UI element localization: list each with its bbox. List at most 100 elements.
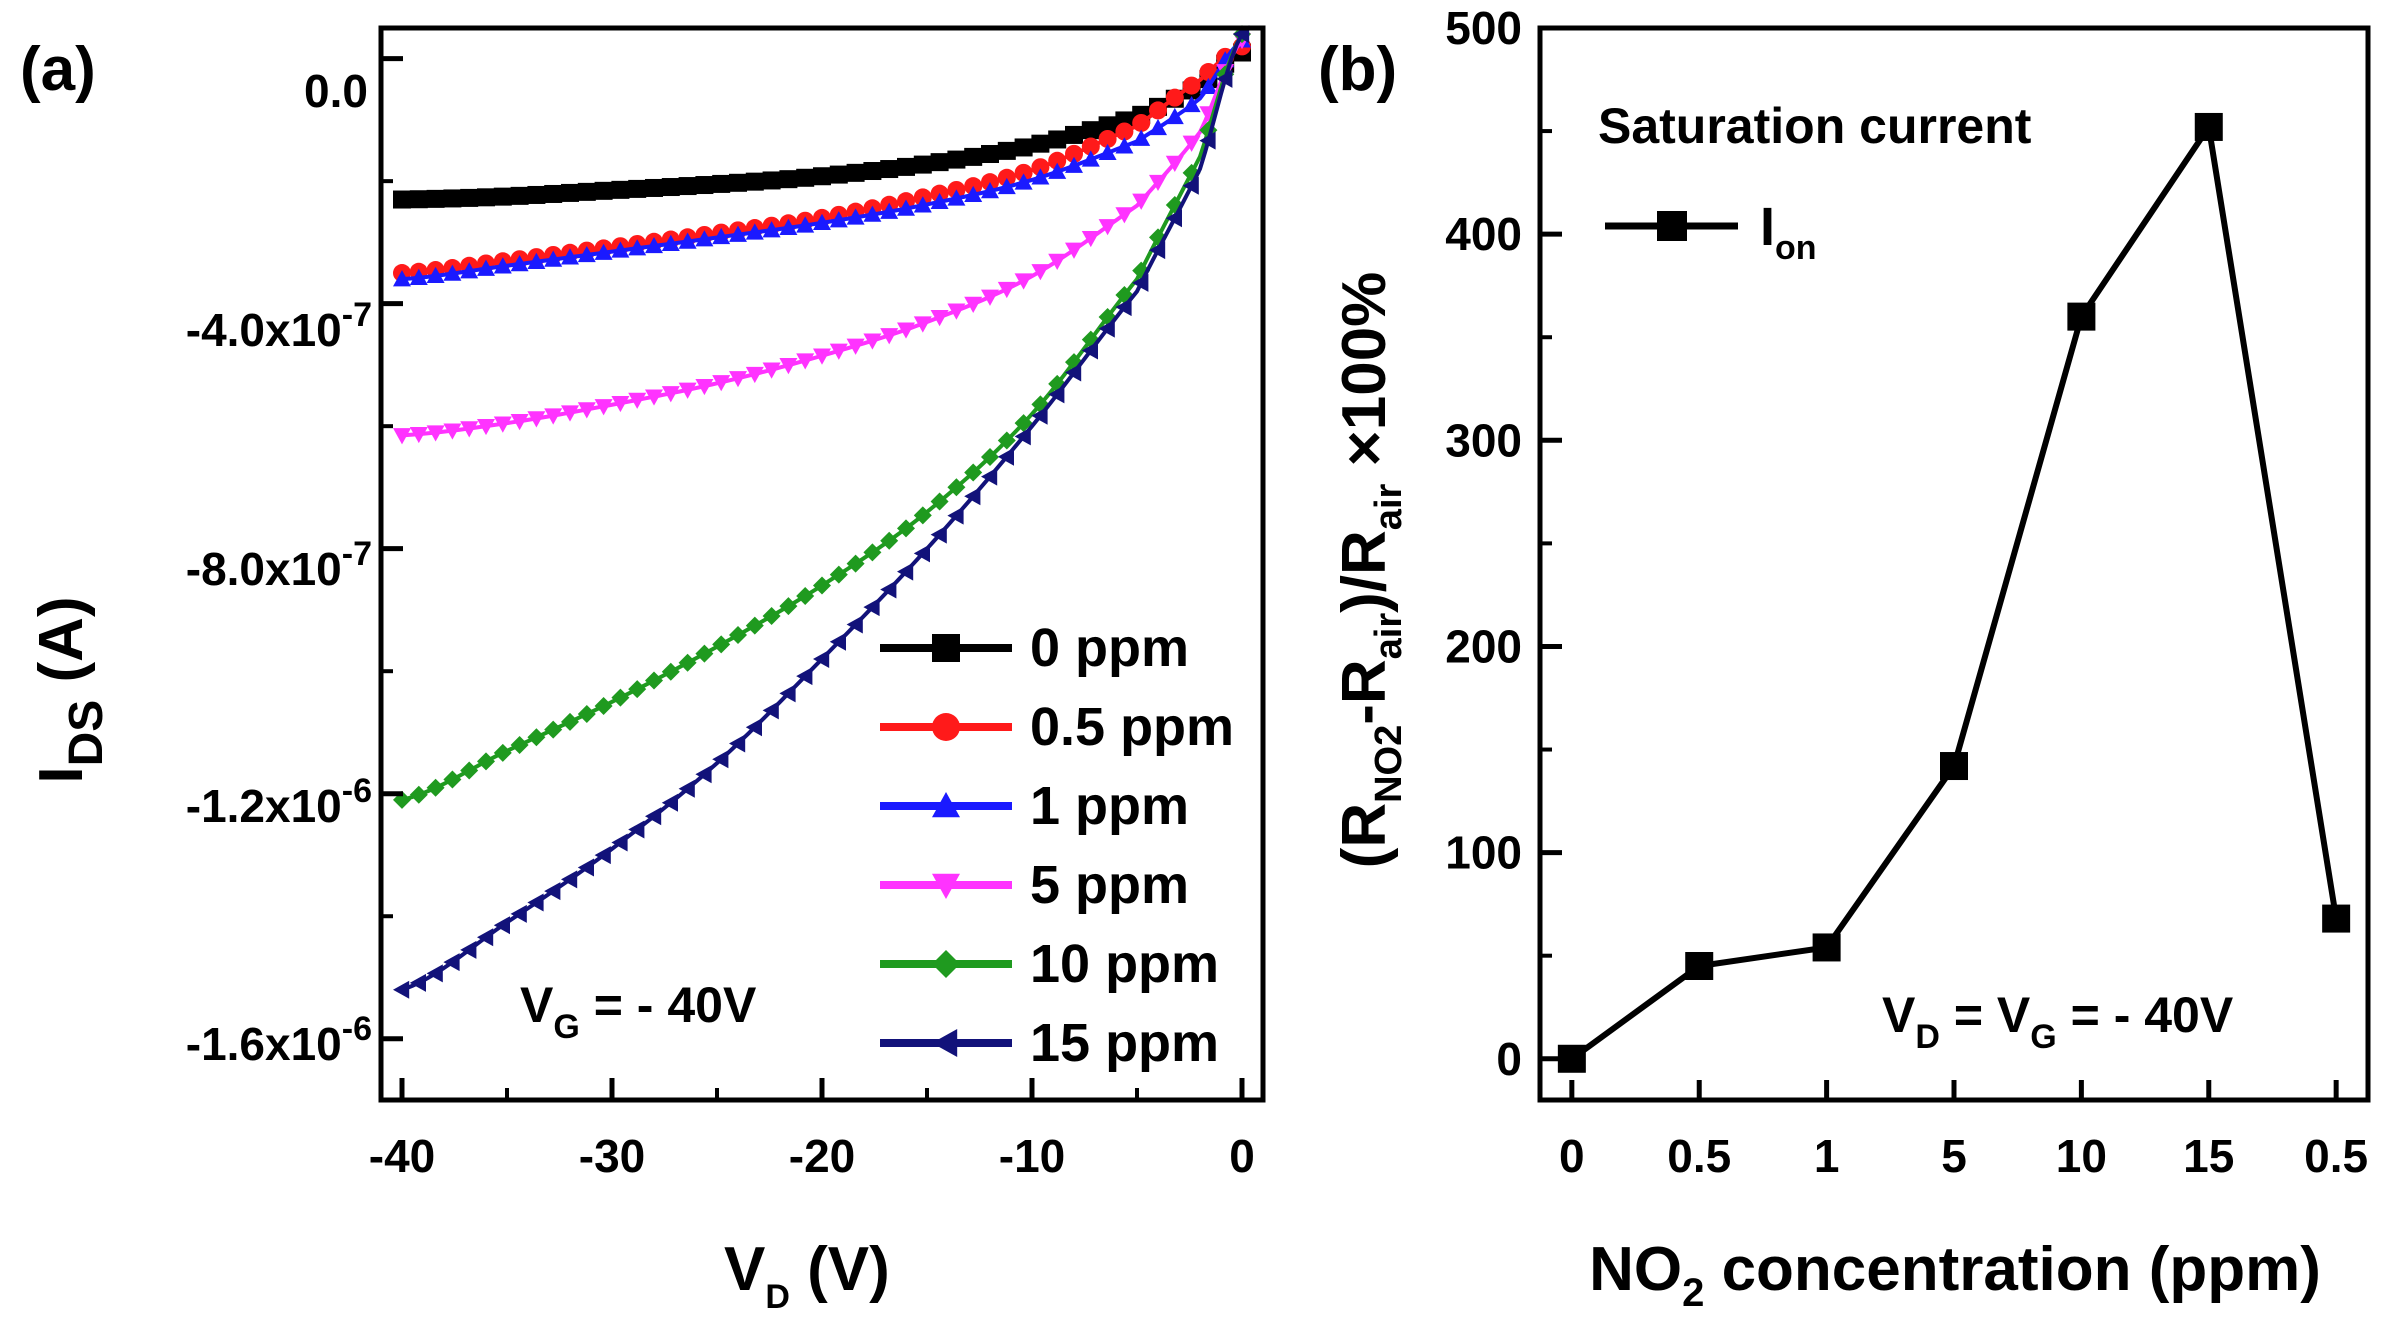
data-point xyxy=(712,635,731,654)
x-tick-label: 5 xyxy=(1941,1130,1967,1182)
data-point xyxy=(561,248,579,265)
data-point xyxy=(1081,230,1100,248)
panel-a-y-tick-label: -8.0x10-7 xyxy=(186,535,372,595)
data-point xyxy=(863,543,882,562)
data-point xyxy=(762,362,781,379)
data-point xyxy=(997,168,1016,187)
panel-b-ticks xyxy=(1540,25,2339,1100)
panel-b-title: Saturation current xyxy=(1598,98,2032,154)
panel-b-plot-frame xyxy=(1537,25,2371,1103)
panel-b-y-tick-labels: 0 100 200 300 400 500 xyxy=(1445,2,1522,1085)
data-point xyxy=(1065,144,1083,163)
x-tick-label: -40 xyxy=(369,1130,435,1182)
panel-b-x-tick-labels: 0 0.5 1 5 10 15 0.5 xyxy=(1559,1130,2368,1182)
panel-a-x-tick-labels: -40 -30 -20 -10 0 xyxy=(369,1130,1255,1182)
data-point xyxy=(1065,363,1082,382)
panel-b-legend: Ion xyxy=(1605,197,1817,267)
data-point xyxy=(779,170,798,189)
data-point xyxy=(846,338,865,355)
panel-a-y-tick-label: -1.2x10-6 xyxy=(186,772,372,832)
data-point xyxy=(1182,176,1199,195)
data-point xyxy=(729,225,747,242)
data-point xyxy=(1199,77,1218,95)
data-point xyxy=(443,953,460,972)
data-point xyxy=(695,765,712,784)
data-point xyxy=(863,333,882,350)
data-point xyxy=(880,328,899,345)
legend-label: 10 ppm xyxy=(1030,934,1219,994)
data-point xyxy=(930,492,949,511)
data-point xyxy=(1149,101,1167,120)
data-point xyxy=(510,186,529,205)
data-point xyxy=(997,177,1016,195)
data-point xyxy=(729,371,747,388)
data-point xyxy=(561,712,579,731)
data-point xyxy=(2194,112,2223,141)
x-tick-label: 0 xyxy=(1559,1130,1585,1182)
data-point xyxy=(829,165,848,184)
data-point xyxy=(443,770,462,789)
panel-a-series xyxy=(393,25,1251,999)
data-point xyxy=(1031,406,1048,425)
data-point xyxy=(527,252,546,269)
data-point xyxy=(460,421,479,438)
panel-b-label: (b) xyxy=(1318,35,1397,104)
data-point xyxy=(493,257,512,274)
data-point xyxy=(796,353,815,370)
data-point xyxy=(645,389,663,406)
data-point xyxy=(930,153,949,172)
data-point xyxy=(1115,137,1134,154)
data-point xyxy=(1132,129,1151,146)
x-tick-label: 0.5 xyxy=(1667,1130,1731,1182)
panel-b-legend-marker xyxy=(1657,211,1687,241)
data-point xyxy=(813,576,831,595)
data-point xyxy=(594,846,611,865)
data-point xyxy=(846,208,865,225)
data-point xyxy=(1031,134,1050,153)
data-point xyxy=(460,262,479,279)
data-point xyxy=(1812,933,1841,962)
data-point xyxy=(863,598,880,617)
data-point xyxy=(628,392,647,409)
data-point xyxy=(1048,253,1067,270)
data-point xyxy=(2322,904,2351,933)
data-point xyxy=(1165,155,1184,173)
panel-a-y-tick-label: -4.0x10-7 xyxy=(186,296,372,356)
x-tick-label: -30 xyxy=(579,1130,645,1182)
data-point xyxy=(1182,135,1201,152)
data-point xyxy=(544,250,563,267)
data-point xyxy=(1165,88,1184,107)
data-point xyxy=(779,684,796,703)
data-point xyxy=(729,734,746,753)
data-point xyxy=(409,426,428,444)
series-ion xyxy=(1557,112,2351,1073)
data-point xyxy=(997,447,1014,466)
data-point xyxy=(661,662,680,681)
data-point xyxy=(577,245,596,263)
data-point xyxy=(981,182,999,199)
data-point xyxy=(628,179,647,198)
data-point xyxy=(426,964,443,983)
data-point xyxy=(729,173,747,192)
data-point xyxy=(762,701,779,720)
data-point xyxy=(1014,138,1033,157)
data-point xyxy=(477,188,495,207)
y-tick-label: 200 xyxy=(1445,620,1522,672)
data-point xyxy=(477,752,495,771)
legend-entry: 15 ppm xyxy=(880,1013,1219,1073)
data-point xyxy=(645,807,662,826)
data-point xyxy=(628,239,647,256)
data-point xyxy=(897,562,914,581)
data-point xyxy=(913,155,932,174)
data-point xyxy=(645,236,663,254)
data-point xyxy=(1081,137,1100,156)
data-point xyxy=(829,211,848,228)
data-point xyxy=(745,172,764,191)
data-point xyxy=(846,163,865,182)
y-tick-label: 0 xyxy=(1496,1033,1522,1085)
data-point xyxy=(796,216,815,233)
data-point xyxy=(661,386,680,403)
legend-marker xyxy=(932,792,960,818)
data-point xyxy=(997,141,1016,160)
data-point xyxy=(409,973,426,992)
